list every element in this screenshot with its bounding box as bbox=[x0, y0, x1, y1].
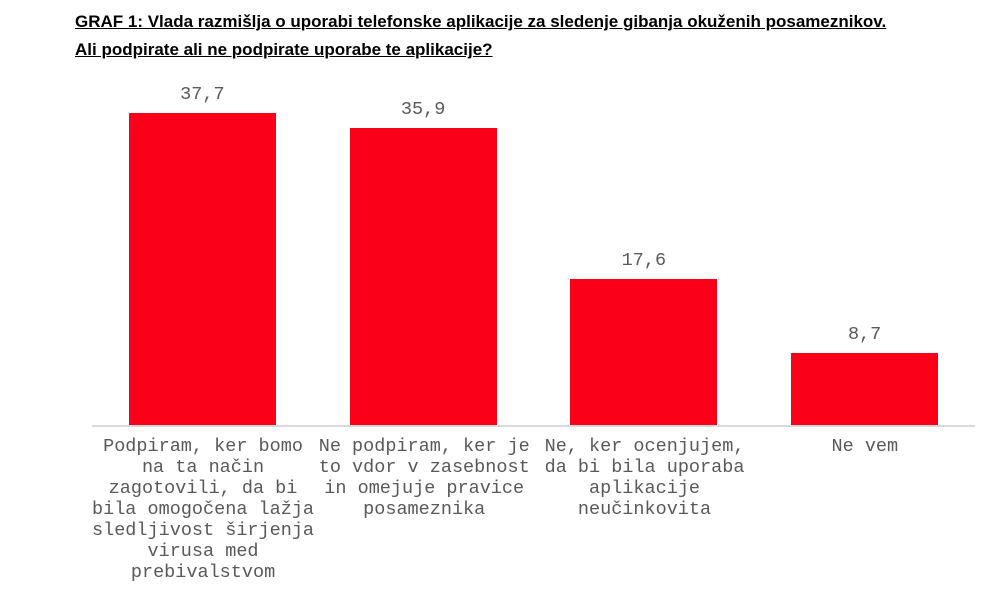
bar bbox=[570, 279, 718, 425]
chart-title: GRAF 1: Vlada razmišlja o uporabi telefo… bbox=[75, 8, 975, 64]
category-label: Podpiram, ker bomo na ta način zagotovil… bbox=[92, 436, 315, 583]
plot-area: 37,7 35,9 17,6 8,7 bbox=[92, 0, 975, 427]
bar-slot: 35,9 bbox=[313, 0, 534, 425]
bar bbox=[349, 128, 497, 425]
bar-value-label: 8,7 bbox=[847, 324, 882, 345]
bar-slot: 8,7 bbox=[754, 0, 975, 425]
category-label: Ne podpiram, ker je to vdor v zasebnost … bbox=[318, 436, 530, 520]
chart-title-line-1: GRAF 1: Vlada razmišlja o uporabi telefo… bbox=[75, 12, 887, 31]
category-axis-labels: Podpiram, ker bomo na ta način zagotovil… bbox=[92, 436, 975, 583]
bar-value-label: 35,9 bbox=[400, 99, 446, 120]
bar-value-label: 37,7 bbox=[180, 84, 225, 105]
category-label: Ne vem bbox=[831, 436, 899, 457]
bar-slot: 37,7 bbox=[92, 0, 313, 425]
bar-value-label: 17,6 bbox=[621, 250, 667, 271]
bar bbox=[128, 113, 276, 425]
bar bbox=[791, 353, 939, 425]
category-label: Ne, ker ocenjujem, da bi bila uporaba ap… bbox=[544, 436, 745, 520]
bar-slot: 17,6 bbox=[534, 0, 755, 425]
chart-title-line-2: Ali podpirate ali ne podpirate uporabe t… bbox=[75, 40, 493, 59]
